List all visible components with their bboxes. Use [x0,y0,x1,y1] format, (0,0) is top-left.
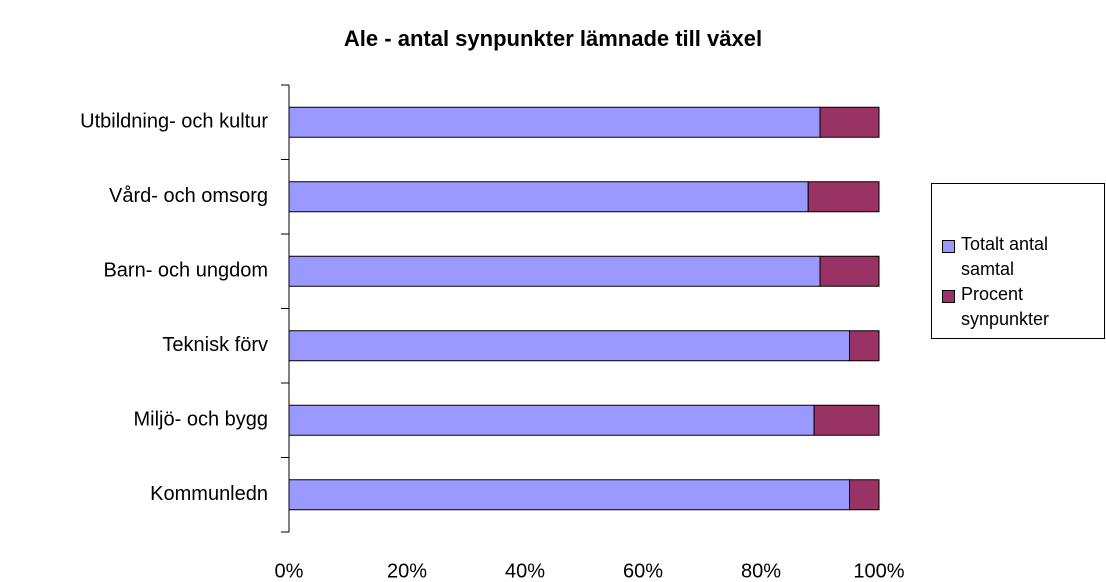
category-label: Miljö- och bygg [133,409,268,431]
bar-segment [288,106,821,138]
category-label: Teknisk förv [162,334,268,356]
x-tick-label: 40% [505,560,545,582]
legend: Totalt antal samtal Procent synpunkter [931,183,1105,339]
x-tick-label: 60% [623,560,663,582]
x-tick-label: 20% [387,560,427,582]
bar-segment [813,404,880,436]
bar-segment [288,181,809,213]
x-tick-label: 100% [853,560,904,582]
category-label: Kommunledn [150,483,268,505]
legend-label: Procent synpunkter [961,284,1050,329]
chart-title: Ale - antal synpunkter lämnade till växe… [344,26,762,51]
bar-segment [288,479,850,511]
bar-segment [288,255,821,287]
bar-segment [807,181,880,213]
legend-swatch [942,290,955,303]
bar-segment [288,330,850,362]
category-label: Utbildning- och kultur [80,111,268,133]
bar-segment [849,330,880,362]
bar-segment [288,404,815,436]
legend-item: Totalt antal samtal [942,234,1081,282]
x-tick-label: 80% [741,560,781,582]
bar-segment [819,106,880,138]
legend-item: Procent synpunkter [942,284,1081,332]
x-tick-label: 0% [275,560,304,582]
category-label: Vård- och omsorg [109,185,268,207]
category-label: Barn- och ungdom [103,260,268,282]
legend-label: Totalt antal samtal [961,234,1049,279]
legend-swatch [942,240,955,253]
bar-segment [819,255,880,287]
bar-segment [849,479,880,511]
